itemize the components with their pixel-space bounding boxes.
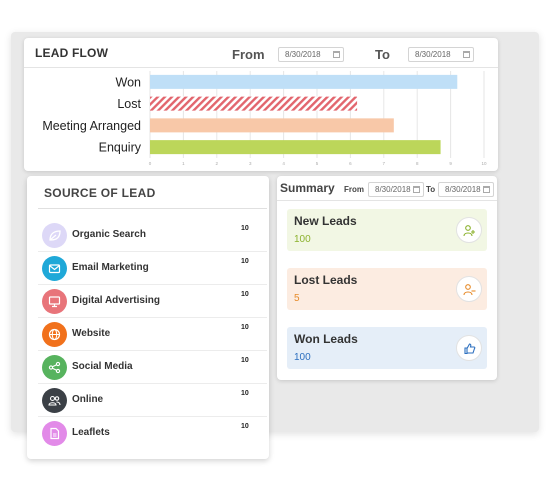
lead-flow-to-date-value: 8/30/2018 xyxy=(415,50,451,59)
category-label: Enquiry xyxy=(99,141,142,155)
leaf-icon xyxy=(42,223,67,248)
calendar-icon[interactable] xyxy=(483,186,490,193)
x-tick-label: 1 xyxy=(182,161,185,166)
divider xyxy=(277,200,497,201)
remove-user-icon[interactable] xyxy=(456,276,482,302)
x-tick-label: 0 xyxy=(149,161,152,166)
divider xyxy=(38,208,267,209)
tile-label: New Leads xyxy=(294,214,357,228)
tile-value: 100 xyxy=(294,234,311,245)
thumbs-up-icon[interactable] xyxy=(456,335,482,361)
source-count: 10 xyxy=(241,423,249,430)
source-label: Digital Advertising xyxy=(72,295,160,306)
summary-to-label: To xyxy=(426,185,436,194)
calendar-icon[interactable] xyxy=(333,51,340,58)
source-count: 10 xyxy=(241,324,249,331)
divider xyxy=(24,67,498,68)
x-tick-label: 9 xyxy=(449,161,452,166)
source-label: Website xyxy=(72,328,111,339)
x-tick-label: 7 xyxy=(383,161,386,166)
share-icon xyxy=(42,355,67,380)
x-tick-label: 2 xyxy=(216,161,219,166)
bar-won[interactable] xyxy=(150,74,458,89)
new-leads-tile[interactable]: New Leads 100 xyxy=(287,209,487,251)
summary-from-date-value: 8/30/2018 xyxy=(375,185,411,194)
lead-flow-to-label: To xyxy=(375,47,390,62)
category-label: Won xyxy=(116,75,142,89)
source-of-lead-title: SOURCE OF LEAD xyxy=(44,186,156,200)
tile-value: 100 xyxy=(294,352,311,363)
mail-icon xyxy=(42,256,67,281)
x-tick-label: 8 xyxy=(416,161,419,166)
lost-leads-tile[interactable]: Lost Leads 5 xyxy=(287,268,487,310)
category-label: Lost xyxy=(117,97,141,111)
source-count: 10 xyxy=(241,258,249,265)
source-count: 10 xyxy=(241,225,249,232)
globe-icon xyxy=(42,322,67,347)
bar-lost[interactable] xyxy=(150,96,358,111)
x-tick-label: 3 xyxy=(249,161,252,166)
monitor-icon xyxy=(42,289,67,314)
calendar-icon[interactable] xyxy=(413,186,420,193)
source-row-leaflets[interactable]: Leaflets 10 xyxy=(38,417,267,450)
source-count: 10 xyxy=(241,390,249,397)
add-user-icon[interactable] xyxy=(456,217,482,243)
lead-flow-from-date-input[interactable]: 8/30/2018 xyxy=(278,47,344,62)
source-row-website[interactable]: Website 10 xyxy=(38,318,267,351)
summary-from-date-input[interactable]: 8/30/2018 xyxy=(368,182,424,197)
lead-flow-to-date-input[interactable]: 8/30/2018 xyxy=(408,47,474,62)
tile-label: Won Leads xyxy=(294,332,358,346)
source-row-online[interactable]: Online 10 xyxy=(38,384,267,417)
source-label: Email Marketing xyxy=(72,262,149,273)
x-tick-label: 6 xyxy=(349,161,352,166)
source-row-digital-advertising[interactable]: Digital Advertising 10 xyxy=(38,285,267,318)
x-tick-label: 10 xyxy=(481,161,487,166)
x-tick-label: 5 xyxy=(316,161,319,166)
source-row-email-marketing[interactable]: Email Marketing 10 xyxy=(38,252,267,285)
summary-card: Summary From 8/30/2018 To 8/30/2018 New … xyxy=(277,176,497,380)
tile-label: Lost Leads xyxy=(294,273,358,287)
won-leads-tile[interactable]: Won Leads 100 xyxy=(287,327,487,369)
lead-flow-from-date-value: 8/30/2018 xyxy=(285,50,321,59)
source-label: Organic Search xyxy=(72,229,146,240)
bar-meeting-arranged[interactable] xyxy=(150,118,394,133)
source-label: Social Media xyxy=(72,361,133,372)
summary-title: Summary xyxy=(280,181,335,195)
summary-to-date-input[interactable]: 8/30/2018 xyxy=(438,182,494,197)
lead-flow-chart: 0 1 2 3 4 5 6 7 8 9 10 Won Lost Meeting Arranged Enqui… xyxy=(42,71,487,166)
tile-value: 5 xyxy=(294,293,300,304)
source-row-organic-search[interactable]: Organic Search 10 xyxy=(38,219,267,252)
source-row-social-media[interactable]: Social Media 10 xyxy=(38,351,267,384)
calendar-icon[interactable] xyxy=(463,51,470,58)
category-label: Meeting Arranged xyxy=(42,119,141,133)
source-label: Online xyxy=(72,394,104,405)
lead-flow-from-label: From xyxy=(232,47,265,62)
source-of-lead-card: SOURCE OF LEAD Organic Search 10 Email Mar… xyxy=(27,176,269,459)
source-label: Leaflets xyxy=(72,427,110,438)
summary-from-label: From xyxy=(344,185,364,194)
x-tick-label: 4 xyxy=(282,161,285,166)
bar-enquiry[interactable] xyxy=(150,140,441,155)
source-count: 10 xyxy=(241,291,249,298)
summary-to-date-value: 8/30/2018 xyxy=(445,185,481,194)
document-icon xyxy=(42,421,67,446)
lead-flow-title: LEAD FLOW xyxy=(35,46,109,60)
lead-flow-card: LEAD FLOW From 8/30/2018 To 8/30/2018 0 1… xyxy=(24,38,498,171)
users-icon xyxy=(42,388,67,413)
source-count: 10 xyxy=(241,357,249,364)
